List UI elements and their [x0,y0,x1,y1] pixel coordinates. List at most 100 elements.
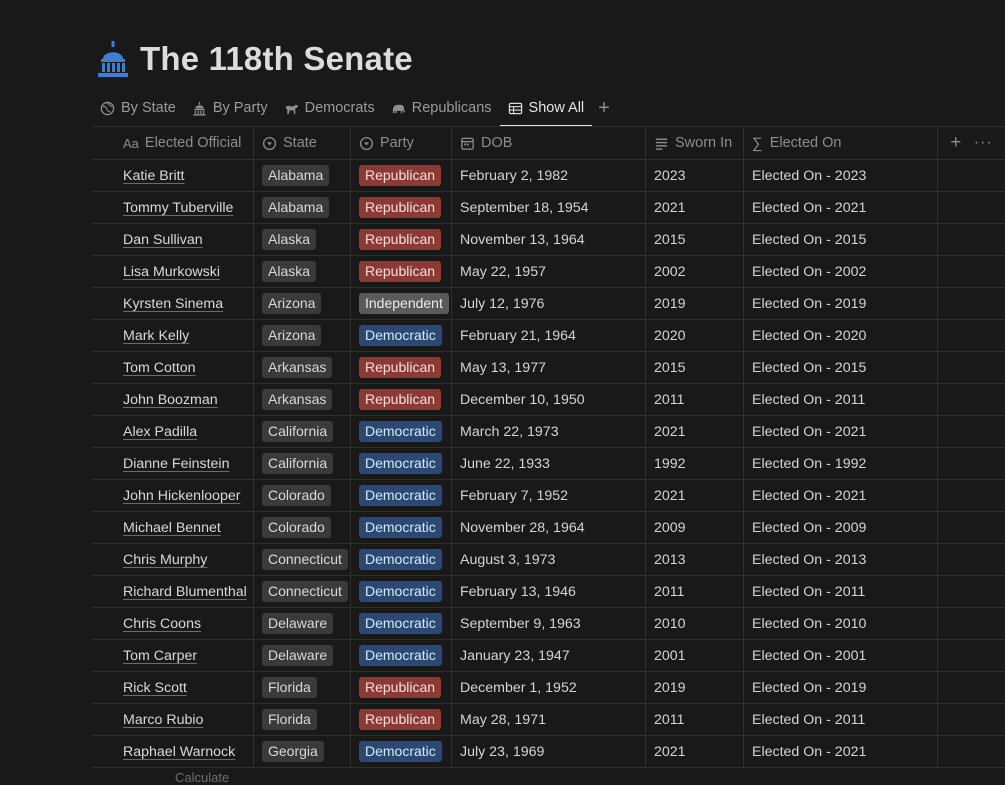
cell-sworn-in[interactable]: 2015 [646,224,744,255]
cell-elected-on[interactable]: Elected On - 2019 [744,288,938,319]
more-options-icon[interactable]: ··· [973,134,993,151]
column-header-elected-on[interactable]: ∑ Elected On [744,127,938,159]
cell-sworn-in[interactable]: 2020 [646,320,744,351]
cell-elected-official[interactable]: John Hickenlooper [92,480,254,511]
table-row[interactable]: John Boozman Arkansas Republican December 1… [92,384,1005,416]
official-name[interactable]: Chris Murphy [123,551,208,568]
cell-dob[interactable]: February 2, 1982 [452,160,646,191]
column-header-dob[interactable]: DOB [452,127,646,159]
cell-dob[interactable]: March 22, 1973 [452,416,646,447]
cell-dob[interactable]: November 28, 1964 [452,512,646,543]
calculate-footer[interactable]: Calculate [175,770,230,785]
cell-sworn-in[interactable]: 2019 [646,288,744,319]
table-row[interactable]: John Hickenlooper Colorado Democratic Febru… [92,480,1005,512]
official-name[interactable]: Richard Blumenthal [123,583,247,600]
official-name[interactable]: Kyrsten Sinema [123,295,224,312]
official-name[interactable]: Alex Padilla [123,423,198,440]
official-name[interactable]: Chris Coons [123,615,202,632]
cell-party[interactable]: Democratic [351,608,452,639]
column-header-sworn-in[interactable]: Sworn In [646,127,744,159]
cell-party[interactable]: Democratic [351,736,452,767]
cell-dob[interactable]: August 3, 1973 [452,544,646,575]
official-name[interactable]: Raphael Warnock [123,743,236,760]
cell-state[interactable]: Arizona [254,320,351,351]
official-name[interactable]: Marco Rubio [123,711,204,728]
cell-sworn-in[interactable]: 2023 [646,160,744,191]
cell-elected-official[interactable]: Tom Carper [92,640,254,671]
cell-elected-official[interactable]: Katie Britt [92,160,254,191]
column-header-elected-official[interactable]: Aa Elected Official [92,127,254,159]
cell-party[interactable]: Republican [351,256,452,287]
cell-state[interactable]: Alaska [254,224,351,255]
tab-show-all[interactable]: Show All [499,90,593,127]
cell-elected-on[interactable]: Elected On - 2011 [744,704,938,735]
column-header-state[interactable]: State [254,127,351,159]
table-row[interactable]: Alex Padilla California Democratic March 22… [92,416,1005,448]
cell-elected-on[interactable]: Elected On - 2002 [744,256,938,287]
table-row[interactable]: Rick Scott Florida Republican December 1, 1… [92,672,1005,704]
cell-dob[interactable]: May 13, 1977 [452,352,646,383]
table-row[interactable]: Kyrsten Sinema Arizona Independent July 12,… [92,288,1005,320]
cell-state[interactable]: Connecticut [254,576,351,607]
table-row[interactable]: Chris Coons Delaware Democratic September 9… [92,608,1005,640]
cell-dob[interactable]: September 18, 1954 [452,192,646,223]
cell-elected-official[interactable]: Chris Coons [92,608,254,639]
cell-elected-on[interactable]: Elected On - 2001 [744,640,938,671]
cell-party[interactable]: Independent [351,288,452,319]
cell-state[interactable]: Colorado [254,512,351,543]
cell-sworn-in[interactable]: 2011 [646,576,744,607]
cell-elected-official[interactable]: Tom Cotton [92,352,254,383]
cell-elected-official[interactable]: Richard Blumenthal [92,576,254,607]
official-name[interactable]: Dianne Feinstein [123,455,230,472]
official-name[interactable]: Lisa Murkowski [123,263,220,280]
add-property-button[interactable]: + [950,132,962,153]
official-name[interactable]: Katie Britt [123,167,185,184]
cell-state[interactable]: Delaware [254,608,351,639]
table-row[interactable]: Mark Kelly Arizona Democratic February 21, … [92,320,1005,352]
cell-party[interactable]: Republican [351,384,452,415]
cell-party[interactable]: Democratic [351,544,452,575]
cell-dob[interactable]: September 9, 1963 [452,608,646,639]
cell-state[interactable]: Florida [254,704,351,735]
tab-republicans[interactable]: Republicans [383,90,500,126]
official-name[interactable]: Mark Kelly [123,327,190,344]
table-row[interactable]: Chris Murphy Connecticut Democratic August … [92,544,1005,576]
cell-sworn-in[interactable]: 2011 [646,384,744,415]
cell-party[interactable]: Democratic [351,512,452,543]
cell-elected-official[interactable]: Raphael Warnock [92,736,254,767]
cell-dob[interactable]: July 12, 1976 [452,288,646,319]
cell-dob[interactable]: July 23, 1969 [452,736,646,767]
cell-elected-on[interactable]: Elected On - 2011 [744,576,938,607]
cell-elected-on[interactable]: Elected On - 2009 [744,512,938,543]
cell-sworn-in[interactable]: 2001 [646,640,744,671]
cell-elected-on[interactable]: Elected On - 2021 [744,416,938,447]
table-row[interactable]: Tommy Tuberville Alabama Republican Septemb… [92,192,1005,224]
cell-elected-official[interactable]: Mark Kelly [92,320,254,351]
cell-dob[interactable]: June 22, 1933 [452,448,646,479]
cell-elected-official[interactable]: Rick Scott [92,672,254,703]
column-header-party[interactable]: Party [351,127,452,159]
cell-dob[interactable]: May 28, 1971 [452,704,646,735]
cell-elected-on[interactable]: Elected On - 2019 [744,672,938,703]
cell-party[interactable]: Democratic [351,320,452,351]
cell-elected-official[interactable]: Dan Sullivan [92,224,254,255]
cell-dob[interactable]: May 22, 1957 [452,256,646,287]
cell-dob[interactable]: December 1, 1952 [452,672,646,703]
cell-elected-on[interactable]: Elected On - 2010 [744,608,938,639]
cell-elected-on[interactable]: Elected On - 2021 [744,736,938,767]
add-view-button[interactable]: + [592,90,616,126]
page-title[interactable]: The 118th Senate [140,40,413,77]
official-name[interactable]: Tom Cotton [123,359,196,376]
cell-party[interactable]: Republican [351,704,452,735]
cell-elected-official[interactable]: Tommy Tuberville [92,192,254,223]
table-row[interactable]: Marco Rubio Florida Republican May 28, 1971… [92,704,1005,736]
cell-elected-on[interactable]: Elected On - 1992 [744,448,938,479]
cell-sworn-in[interactable]: 2021 [646,736,744,767]
cell-dob[interactable]: November 13, 1964 [452,224,646,255]
cell-sworn-in[interactable]: 2010 [646,608,744,639]
cell-elected-on[interactable]: Elected On - 2015 [744,224,938,255]
cell-party[interactable]: Republican [351,160,452,191]
cell-party[interactable]: Democratic [351,416,452,447]
cell-elected-on[interactable]: Elected On - 2020 [744,320,938,351]
cell-state[interactable]: Alabama [254,192,351,223]
